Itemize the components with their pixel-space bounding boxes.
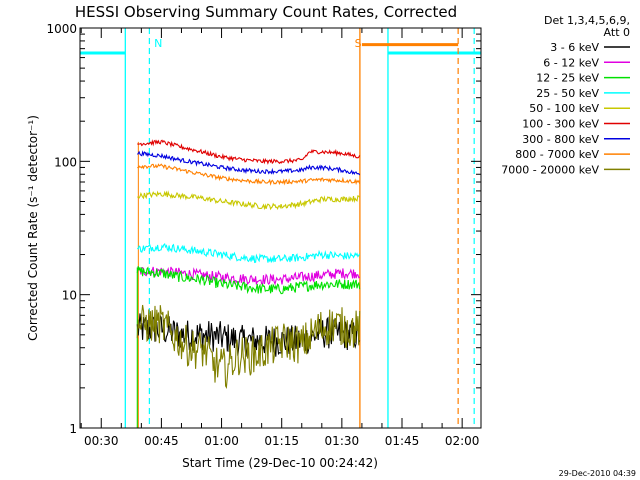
- series-line: [137, 139, 361, 165]
- y-tick-label: 10: [62, 289, 77, 303]
- legend-label: 25 - 50 keV: [536, 87, 599, 100]
- y-tick-label: 1: [69, 422, 77, 436]
- series-line: [136, 266, 361, 295]
- legend-label: 3 - 6 keV: [550, 41, 599, 54]
- saa-marker-label: S: [355, 37, 362, 50]
- plot-frame: [79, 27, 482, 429]
- x-axis-label: Start Time (29-Dec-10 00:24:42): [182, 456, 378, 470]
- series-line: [136, 150, 361, 176]
- axes-layer: 1 10 100 1000 00:30 00:45 01:00 01:15 01:30 01:45…: [46, 22, 482, 448]
- x-tick-label: 01:45: [385, 434, 420, 448]
- legend-header: Att 0: [604, 26, 630, 39]
- series-line: [136, 243, 361, 264]
- legend-label: 800 - 7000 keV: [515, 148, 599, 161]
- series-line: [136, 304, 361, 389]
- legend-header: Det 1,3,4,5,6,9,: [544, 14, 630, 27]
- y-tick-label: 1000: [46, 22, 77, 36]
- x-tick-label: 00:30: [84, 434, 119, 448]
- night-marker-label: N: [154, 37, 162, 50]
- legend-label: 7000 - 20000 keV: [501, 163, 599, 176]
- series-layer: [136, 139, 361, 389]
- y-tick-label: 100: [54, 155, 77, 169]
- series-line: [137, 190, 361, 211]
- legend-label: 50 - 100 keV: [529, 102, 599, 115]
- legend: Det 1,3,4,5,6,9,Att 0 3 - 6 keV 6 - 12 keV…: [501, 14, 630, 176]
- x-tick-label: 00:45: [144, 434, 179, 448]
- legend-label: 300 - 800 keV: [522, 133, 599, 146]
- chart-title: HESSI Observing Summary Count Rates, Cor…: [75, 3, 457, 21]
- series-line: [136, 313, 361, 357]
- timestamp: 29-Dec-2010 04:39: [559, 469, 636, 478]
- y-axis-label: Corrected Count Rate (s⁻¹ detector⁻¹): [26, 115, 40, 341]
- legend-label: 6 - 12 keV: [543, 56, 599, 69]
- series-line: [137, 163, 361, 186]
- x-tick-label: 01:30: [325, 434, 360, 448]
- x-tick-label: 01:15: [264, 434, 299, 448]
- x-tick-label: 02:00: [445, 434, 480, 448]
- legend-label: 100 - 300 keV: [522, 118, 599, 131]
- x-tick-label: 01:00: [204, 434, 239, 448]
- legend-label: 12 - 25 keV: [536, 72, 599, 85]
